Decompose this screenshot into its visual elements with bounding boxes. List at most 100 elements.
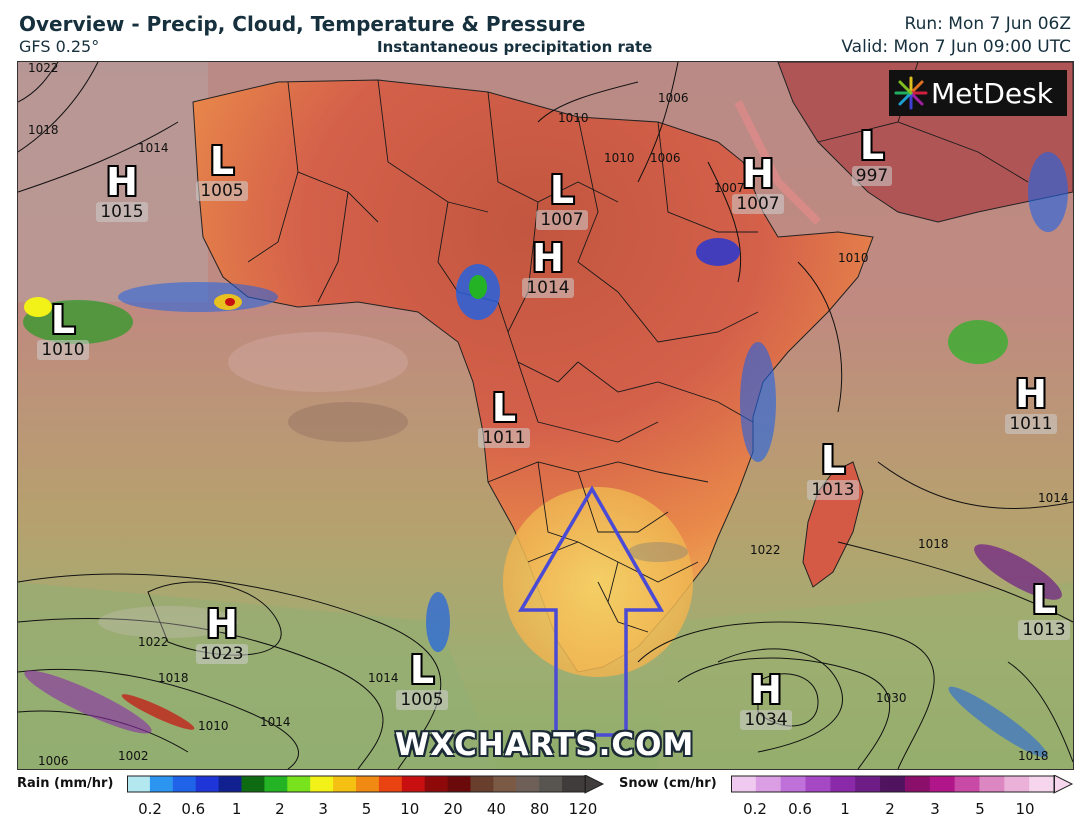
legend-tick-label: 0.6 [181,800,206,818]
pressure-letter: H [106,160,138,204]
pressure-letter: H [532,236,564,280]
isobar-label: 1010 [838,251,869,265]
isobar-label: 1030 [876,691,907,705]
pressure-letter: L [409,648,435,692]
metdesk-logo: MetDesk [889,70,1067,116]
isobars [18,62,1073,769]
pressure-high: H 1023 [182,604,262,664]
legend-tick-label: 10 [400,800,420,818]
pressure-high: H 1007 [718,154,798,214]
legend-tick-label: 0.2 [138,800,162,818]
pressure-value: 1007 [536,210,588,230]
colorbar-segment [562,776,586,792]
colorbar-segment [830,776,856,792]
legend-tick-label: 20 [443,800,463,818]
pressure-value: 1005 [396,690,448,710]
colorbar-segment [127,776,151,792]
run-time: Run: Mon 7 Jun 06Z [904,14,1071,34]
pressure-letter: L [549,168,575,212]
pressure-value: 1013 [807,480,859,500]
colorbar-segment [470,776,494,792]
legend-tick-label: 3 [930,800,940,818]
isobar-label: 1022 [138,635,169,649]
pressure-value: 1013 [1018,620,1070,640]
colorbar-segment [401,776,426,792]
legend-tick-label: 2 [275,800,285,818]
legend-tick-label: 40 [486,800,506,818]
pressure-low: L 997 [832,126,912,186]
isobar-label: 1010 [558,111,589,125]
pressure-value: 1005 [196,181,248,201]
pressure-value: 997 [851,166,893,186]
pressure-letter: L [50,298,76,342]
precip-cells [23,152,1068,758]
colorbar-segment [516,776,540,792]
isobar-label: 1022 [28,62,59,75]
colorbar-segment [780,776,807,792]
colorbar-segment [855,776,881,792]
colorbar-segment [241,776,265,792]
pressure-value: 1015 [96,202,148,222]
colorbar-segment [1029,776,1055,792]
metdesk-logo-icon [894,76,928,110]
pressure-high: H 1034 [726,670,806,730]
colorbar-segment [149,776,174,792]
legend-tick-label: 0.2 [743,800,767,818]
colorbar-segment [954,776,980,792]
snow-legend-title: Snow (cm/hr) [619,776,717,791]
pressure-low: L 1007 [522,170,602,230]
pressure-letter: H [742,152,774,196]
snow-colorbar [731,775,1074,794]
isobar-label: 1002 [118,749,149,763]
colorbar-segment [447,776,471,792]
colorbar-segment [979,776,1005,792]
chart-subtitle: Instantaneous precipitation rate [377,38,653,56]
atlantic-north [18,62,208,302]
legend-tick-label: 10 [1015,800,1035,818]
pressure-low: L 1011 [464,388,544,448]
pressure-low: L 1013 [793,440,873,500]
pressure-high: H 1014 [508,238,588,298]
colorbar-segment [333,776,357,792]
isobar-label: 1014 [260,715,291,729]
colorbar-segment [929,776,956,792]
pressure-letter: H [1015,372,1047,416]
isobar-label: 1010 [604,151,635,165]
colorbar-segment [731,776,757,792]
rain-colorbar [127,775,605,794]
pressure-letter: L [209,139,235,183]
pressure-low: L 1013 [1004,580,1084,640]
colorbar-segment [356,776,380,792]
pressure-letter: L [859,124,885,168]
red-sea [734,100,821,225]
pressure-high: H 1015 [82,162,162,222]
colorbar-segment [195,776,220,792]
legend-tick-label: 2 [885,800,895,818]
chart-header: Overview - Precip, Cloud, Temperature & … [0,0,1084,60]
pressure-high: H 1011 [991,374,1071,434]
colorbar-segment [287,776,311,792]
legend-tick-label: 1 [231,800,242,818]
legend: Rain (mm/hr) 0.2 0.6 1 2 3 5 10 20 40 80 120 Snow … [0,770,1084,832]
colorbar-outline [731,775,1055,793]
colorbar-segment [755,776,782,792]
colorbar-extend-arrow [584,775,605,794]
colorbar-segment [378,776,403,792]
colorbar-segment [805,776,831,792]
colorbar-segment [493,776,517,792]
isobar-label: 1007 [714,181,745,195]
isobar-label: 1014 [138,141,169,155]
pressure-letter: L [491,386,517,430]
legend-tick-label: 0.6 [788,800,812,818]
isobar-label: 1010 [198,719,229,733]
pressure-letter: L [1031,578,1057,622]
pressure-value: 1023 [196,644,248,664]
pressure-value: 1011 [478,428,530,448]
rain-legend-title: Rain (mm/hr) [17,776,114,791]
pressure-letter: H [750,668,782,712]
isobar-label: 1014 [368,671,399,685]
pressure-letter: H [206,602,238,646]
valid-time: Valid: Mon 7 Jun 09:00 UTC [841,37,1071,57]
isobar-label: 1018 [1018,749,1049,763]
pressure-letter: L [820,438,846,482]
